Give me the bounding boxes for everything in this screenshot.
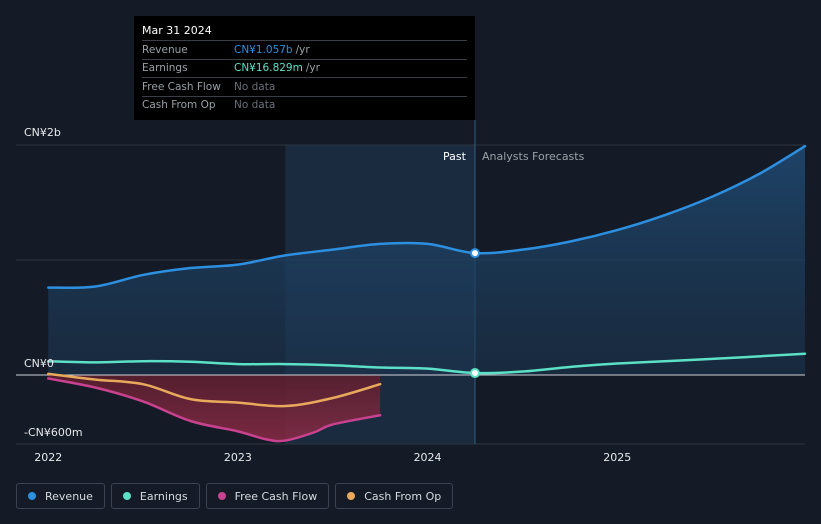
x-tick-label: 2023: [224, 451, 252, 464]
tooltip-row-earnings: Earnings CN¥16.829m /yr: [142, 58, 467, 78]
legend: Revenue Earnings Free Cash Flow Cash Fro…: [16, 483, 454, 509]
legend-label: Cash From Op: [364, 489, 442, 503]
tooltip-unit: /yr: [305, 62, 320, 75]
tooltip-date: Mar 31 2024: [142, 24, 212, 37]
tooltip-label: Cash From Op: [142, 99, 216, 112]
x-tick-label: 2024: [414, 451, 442, 464]
y-tick-label: CN¥2b: [24, 126, 61, 139]
tooltip-label: Free Cash Flow: [142, 80, 221, 93]
tooltip-row-revenue: Revenue CN¥1.057b /yr: [142, 40, 467, 59]
x-tick-label: 2022: [34, 451, 62, 464]
series-line-earnings: [46, 352, 807, 375]
tooltip-value: CN¥1.057b: [234, 43, 293, 56]
legend-dot-icon: [122, 492, 131, 500]
legend-dot-icon: [217, 492, 226, 500]
tooltip-unit: /yr: [295, 43, 310, 56]
series-area-revenue: [48, 146, 805, 375]
series-area-free-cash-flow: [48, 375, 381, 442]
series-line-free-cash-flow: [46, 377, 382, 443]
legend-item-cash-from-op[interactable]: Cash From Op: [335, 483, 454, 509]
tooltip-label: Earnings: [142, 62, 188, 75]
tooltip: Mar 31 2024 Revenue CN¥1.057b /yr Earnin…: [134, 16, 475, 120]
tooltip-label: Revenue: [142, 43, 188, 56]
legend-item-revenue[interactable]: Revenue: [16, 483, 105, 509]
tooltip-row-cash-from-op: Cash From Op No data: [142, 95, 467, 115]
series-line-revenue: [46, 144, 807, 289]
legend-item-free-cash-flow[interactable]: Free Cash Flow: [205, 483, 330, 509]
legend-dot-icon: [347, 492, 356, 500]
y-tick-label: CN¥0: [24, 357, 54, 370]
legend-item-earnings[interactable]: Earnings: [110, 483, 200, 509]
tooltip-value: No data: [234, 99, 276, 112]
x-tick-label: 2025: [603, 451, 631, 464]
data-point-marker: [469, 248, 480, 259]
tooltip-row-free-cash-flow: Free Cash Flow No data: [142, 77, 467, 96]
series-line-cash-from-op: [46, 372, 382, 408]
data-point-marker: [469, 368, 480, 379]
tooltip-value: No data: [234, 80, 276, 93]
y-tick-label: -CN¥600m: [24, 426, 83, 439]
past-label: Past: [443, 150, 467, 163]
legend-label: Revenue: [45, 489, 93, 503]
legend-label: Free Cash Flow: [234, 489, 318, 503]
forecast-label: Analysts Forecasts: [482, 150, 585, 163]
legend-dot-icon: [28, 492, 36, 500]
tooltip-value: CN¥16.829m: [234, 62, 303, 75]
legend-label: Earnings: [139, 489, 188, 503]
